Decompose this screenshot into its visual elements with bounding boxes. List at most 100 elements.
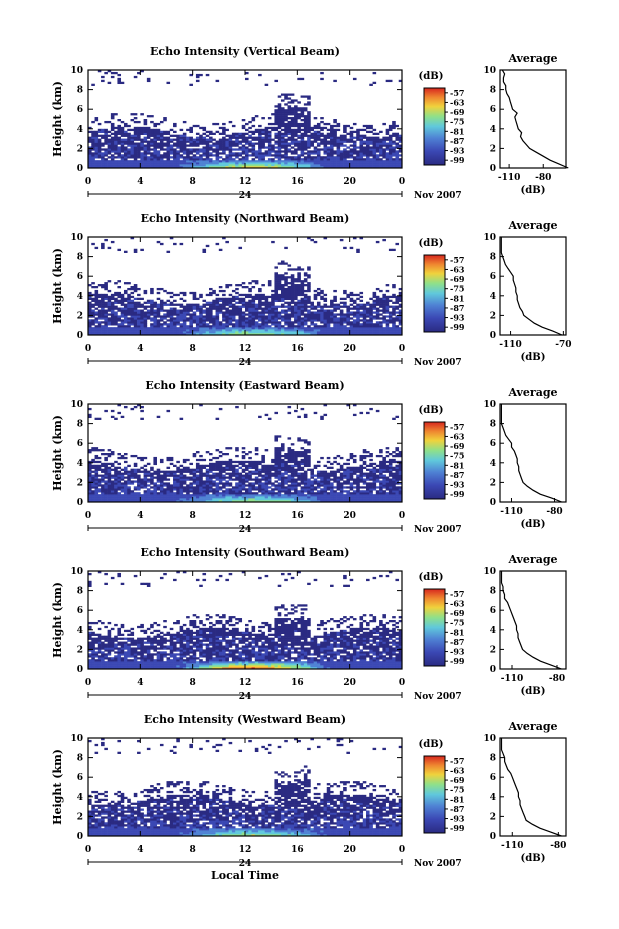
heatmap-cell [392,146,396,149]
heatmap-cell [91,333,95,336]
heatmap-cell [251,472,256,475]
heatmap-cell [222,297,226,301]
heatmap-cell [238,140,243,143]
heatmap-cell [143,323,148,326]
heatmap-cell [379,317,383,320]
heatmap-cell [130,150,135,153]
heatmap-cell [120,321,125,324]
heatmap-cell [251,152,256,155]
heatmap-cell [173,150,177,153]
heatmap-cell [212,144,216,147]
heatmap-cell [117,480,122,483]
heatmap-cell [182,146,187,149]
heatmap-cell [130,237,135,240]
heatmap-cell [323,134,328,137]
heatmap-cell [101,299,105,302]
heatmap-cell [104,132,108,135]
heatmap-cell [264,472,269,475]
heatmap-cell [222,490,226,493]
heatmap-cell [166,327,171,330]
heatmap-cell [369,126,373,130]
heatmap-cell [195,484,200,487]
heatmap-cell [140,146,144,149]
heatmap-cell [277,488,282,491]
heatmap-cell [271,333,275,336]
heatmap-cell [369,142,373,145]
heatmap-cell [176,486,180,489]
heatmap-cell [205,244,210,248]
heatmap-cell [271,482,275,485]
heatmap-cell [123,327,128,330]
heatmap-cell [133,329,138,332]
heatmap-cell [235,447,239,450]
heatmap-cell [169,486,174,489]
heatmap-cell [209,488,213,491]
heatmap-cell [228,464,233,468]
heatmap-cell [280,309,285,312]
heatmap-cell [159,142,164,145]
heatmap-cell [339,319,344,322]
heatmap-cell [349,329,354,332]
heatmap-cell [173,299,177,302]
heatmap-cell [267,160,272,163]
heatmap-cell [388,331,393,334]
heatmap-cell [369,305,373,308]
heatmap-cell [264,132,269,135]
heatmap-cell [97,150,102,153]
heatmap-cell [238,462,243,466]
heatmap-cell [245,453,249,456]
heatmap-cell [258,331,262,334]
heatmap-cell [104,142,108,145]
heatmap-cell [388,333,393,336]
heatmap-cell [333,79,337,83]
heatmap-cell [274,439,279,442]
heatmap-cell [362,146,367,149]
heatmap-cell [205,309,210,312]
heatmap-cell [97,498,102,501]
heatmap-cell [261,130,265,134]
heatmap-cell [284,317,288,320]
heatmap-cell [114,474,118,477]
heatmap-cell [110,71,115,75]
heatmap-cell [133,138,138,141]
heatmap-cell [385,299,390,302]
heatmap-cell [343,152,347,155]
heatmap-cell [346,313,350,316]
heatmap-cell [209,482,213,485]
heatmap-cell [107,321,112,324]
heatmap-cell [330,158,334,161]
heatmap-cell [120,166,125,169]
heatmap-cell [333,160,337,163]
heatmap-cell [127,134,131,137]
heatmap-cell [101,158,105,161]
heatmap-cell [110,486,115,489]
heatmap-cell [323,122,328,126]
heatmap-cell [241,474,246,477]
heatmap-cell [352,331,357,334]
heatmap-cell [316,293,321,297]
heatmap-cell [336,148,341,151]
heatmap-cell [235,160,239,163]
heatmap-cell [372,146,377,149]
heatmap-cell [146,152,151,155]
heatmap-cell [114,136,118,139]
heatmap-cell [238,136,243,139]
heatmap-cell [395,156,400,159]
heatmap-cell [258,500,262,503]
heatmap-cell [107,496,112,499]
heatmap-cell [287,97,292,100]
heatmap-cell [398,315,403,318]
heatmap-cell [245,162,249,165]
heatmap-cell [261,132,265,135]
heatmap-cell [261,498,265,501]
heatmap-cell [303,329,308,332]
heatmap-cell [179,305,184,308]
heatmap-cell [290,111,295,114]
heatmap-cell [163,482,167,485]
heatmap-cell [107,468,112,471]
heatmap-cell [366,156,370,159]
heatmap-cell [107,305,112,308]
heatmap-cell [114,488,118,491]
heatmap-cell [235,468,239,471]
heatmap-cell [130,309,135,312]
